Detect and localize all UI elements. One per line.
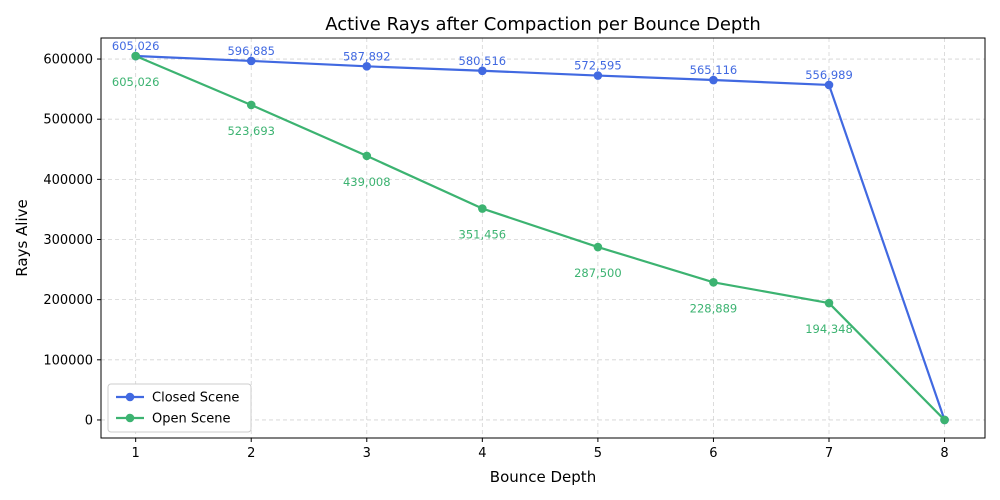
data-label: 351,456 bbox=[459, 228, 507, 242]
data-label: 556,989 bbox=[805, 68, 853, 82]
series-layer: 605,026 596,885 587,892 580,516 572,595 565,1… bbox=[112, 39, 949, 425]
legend-label: Closed Scene bbox=[152, 391, 239, 406]
legend: Closed Scene Open Scene bbox=[107, 383, 252, 433]
data-label: 596,885 bbox=[227, 44, 275, 58]
data-point bbox=[478, 204, 487, 213]
x-tick-label: 5 bbox=[594, 446, 602, 461]
data-label: 605,026 bbox=[112, 75, 160, 89]
x-tick-label: 7 bbox=[825, 446, 833, 461]
y-tick-label: 0 bbox=[85, 413, 93, 428]
legend-item: Closed Scene bbox=[116, 391, 239, 406]
data-point bbox=[940, 415, 949, 425]
legend-item: Open Scene bbox=[116, 412, 231, 427]
legend-marker bbox=[125, 392, 135, 402]
y-tick-label: 200000 bbox=[43, 293, 93, 308]
y-tick-label: 300000 bbox=[43, 233, 93, 248]
data-label: 587,892 bbox=[343, 49, 391, 63]
data-point bbox=[246, 56, 256, 66]
data-point bbox=[246, 100, 256, 110]
x-tick-label: 3 bbox=[363, 446, 371, 461]
data-label: 605,026 bbox=[112, 39, 160, 53]
data-point bbox=[131, 51, 140, 61]
data-label: 228,889 bbox=[690, 301, 738, 315]
data-point bbox=[824, 298, 834, 308]
data-point bbox=[709, 277, 718, 287]
plot-frame bbox=[100, 37, 986, 439]
data-label: 523,693 bbox=[227, 124, 275, 138]
data-point bbox=[478, 66, 487, 76]
data-label: 572,595 bbox=[574, 59, 622, 73]
x-tick-label: 6 bbox=[709, 446, 717, 461]
x-tick-label: 2 bbox=[247, 446, 255, 461]
data-point bbox=[709, 75, 718, 85]
data-point bbox=[824, 80, 834, 90]
data-label: 194,348 bbox=[805, 322, 853, 336]
series-closed-scene: 605,026 596,885 587,892 580,516 572,595 565,1… bbox=[112, 39, 949, 425]
x-axis-label: Bounce Depth bbox=[490, 468, 596, 486]
x-tick-label: 1 bbox=[132, 446, 140, 461]
data-label: 565,116 bbox=[690, 63, 738, 77]
data-point bbox=[593, 242, 603, 252]
data-label: 287,500 bbox=[574, 266, 622, 280]
data-label: 580,516 bbox=[459, 54, 507, 68]
series-open-scene: 605,026 523,693 439,008 351,456 287,500 228,8… bbox=[112, 51, 949, 425]
data-point bbox=[362, 151, 372, 161]
data-point bbox=[362, 62, 372, 71]
x-tick-label: 4 bbox=[478, 446, 486, 461]
data-point bbox=[593, 71, 603, 80]
legend-marker bbox=[125, 413, 135, 423]
series-line bbox=[135, 55, 946, 421]
axis-ticks: 1 2 3 4 5 6 7 8 0 100000 200000 300000 400000 500000 6… bbox=[43, 53, 948, 461]
y-tick-label: 100000 bbox=[43, 353, 93, 368]
y-tick-label: 600000 bbox=[43, 53, 93, 68]
y-axis-label: Rays Alive bbox=[13, 199, 31, 276]
y-tick-label: 500000 bbox=[43, 113, 93, 128]
chart-title: Active Rays after Compaction per Bounce … bbox=[325, 14, 761, 35]
y-tick-label: 400000 bbox=[43, 173, 93, 188]
legend-label: Open Scene bbox=[152, 412, 231, 427]
x-tick-label: 8 bbox=[940, 446, 948, 461]
series-line bbox=[135, 54, 946, 421]
data-label: 439,008 bbox=[343, 175, 391, 189]
